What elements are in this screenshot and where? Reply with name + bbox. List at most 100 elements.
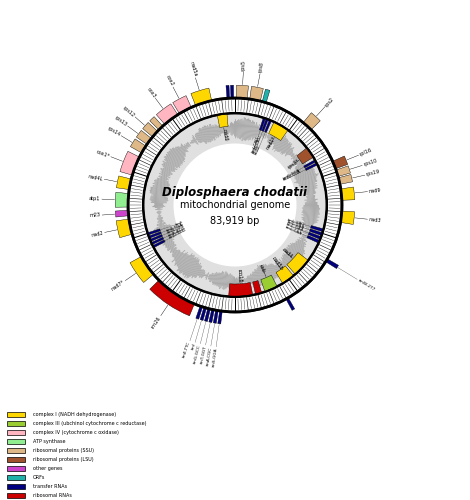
- Wedge shape: [192, 140, 194, 143]
- Wedge shape: [172, 249, 176, 253]
- Wedge shape: [303, 234, 307, 236]
- Wedge shape: [120, 152, 139, 175]
- Wedge shape: [305, 189, 315, 192]
- Wedge shape: [303, 212, 319, 216]
- Wedge shape: [304, 160, 315, 168]
- Wedge shape: [176, 146, 186, 156]
- Wedge shape: [199, 128, 207, 144]
- Wedge shape: [160, 178, 167, 181]
- Wedge shape: [201, 270, 205, 278]
- Wedge shape: [155, 179, 170, 184]
- Text: other genes: other genes: [33, 466, 63, 471]
- Wedge shape: [172, 250, 177, 254]
- Wedge shape: [217, 114, 228, 128]
- Wedge shape: [155, 207, 163, 208]
- Text: rps3*: rps3*: [286, 158, 300, 170]
- Wedge shape: [253, 280, 261, 294]
- Wedge shape: [167, 152, 183, 164]
- Text: cox1*: cox1*: [95, 149, 110, 158]
- Wedge shape: [209, 124, 215, 140]
- Wedge shape: [150, 198, 168, 200]
- Wedge shape: [305, 225, 312, 228]
- Wedge shape: [176, 254, 187, 265]
- Wedge shape: [253, 124, 258, 138]
- Wedge shape: [210, 124, 216, 140]
- Wedge shape: [230, 274, 232, 287]
- Wedge shape: [216, 274, 219, 285]
- Wedge shape: [174, 252, 188, 266]
- Wedge shape: [282, 256, 291, 266]
- Wedge shape: [290, 244, 303, 254]
- Wedge shape: [157, 223, 166, 226]
- Wedge shape: [157, 218, 163, 220]
- Wedge shape: [302, 184, 316, 188]
- Wedge shape: [257, 268, 264, 286]
- Wedge shape: [155, 181, 169, 186]
- Wedge shape: [192, 139, 195, 143]
- Wedge shape: [184, 146, 187, 149]
- Text: trnE-TTC: trnE-TTC: [182, 341, 192, 358]
- Wedge shape: [158, 216, 161, 218]
- Wedge shape: [276, 138, 286, 151]
- Wedge shape: [144, 114, 326, 296]
- Wedge shape: [305, 193, 315, 195]
- Wedge shape: [180, 145, 187, 152]
- Text: nad1*: nad1*: [265, 135, 277, 150]
- Wedge shape: [238, 120, 240, 138]
- Wedge shape: [157, 178, 169, 182]
- Wedge shape: [154, 226, 172, 234]
- Text: ORFs: ORFs: [33, 475, 46, 480]
- Wedge shape: [248, 276, 250, 284]
- Wedge shape: [305, 226, 311, 228]
- Wedge shape: [188, 260, 200, 278]
- Wedge shape: [233, 124, 234, 134]
- Wedge shape: [162, 160, 178, 170]
- Wedge shape: [151, 202, 167, 203]
- Wedge shape: [166, 155, 180, 166]
- Wedge shape: [228, 274, 230, 287]
- Wedge shape: [265, 134, 266, 136]
- Wedge shape: [150, 196, 168, 199]
- Wedge shape: [236, 278, 237, 285]
- Text: trnN-GTT: trnN-GTT: [167, 224, 185, 235]
- Wedge shape: [130, 139, 145, 152]
- Wedge shape: [302, 218, 317, 223]
- Wedge shape: [285, 148, 293, 155]
- Wedge shape: [170, 150, 183, 162]
- Wedge shape: [251, 122, 258, 141]
- Wedge shape: [235, 119, 236, 139]
- Wedge shape: [158, 220, 163, 222]
- Wedge shape: [304, 224, 313, 227]
- Wedge shape: [204, 309, 210, 322]
- Wedge shape: [282, 258, 290, 266]
- Wedge shape: [157, 224, 167, 228]
- Wedge shape: [337, 166, 351, 176]
- Wedge shape: [277, 261, 285, 270]
- Wedge shape: [254, 126, 258, 138]
- Text: Diplosphaera chodatii: Diplosphaera chodatii: [163, 186, 307, 199]
- Wedge shape: [193, 265, 201, 278]
- Wedge shape: [178, 255, 189, 267]
- Wedge shape: [262, 130, 266, 138]
- Wedge shape: [178, 255, 190, 268]
- Wedge shape: [167, 244, 177, 251]
- Wedge shape: [275, 265, 280, 272]
- Wedge shape: [163, 238, 174, 246]
- Wedge shape: [302, 187, 317, 192]
- Wedge shape: [157, 222, 165, 225]
- Wedge shape: [305, 163, 317, 170]
- Text: trnW-CCA: trnW-CCA: [283, 170, 303, 182]
- Wedge shape: [288, 244, 304, 258]
- Wedge shape: [283, 253, 295, 265]
- Wedge shape: [222, 126, 224, 134]
- Text: cob: cob: [258, 263, 266, 274]
- Wedge shape: [303, 232, 309, 235]
- Wedge shape: [234, 276, 235, 285]
- Wedge shape: [163, 168, 172, 173]
- Wedge shape: [115, 192, 128, 208]
- Text: nad9: nad9: [368, 188, 382, 194]
- Wedge shape: [174, 252, 186, 264]
- Wedge shape: [159, 234, 173, 241]
- Wedge shape: [159, 233, 172, 239]
- Text: nad3: nad3: [368, 217, 381, 223]
